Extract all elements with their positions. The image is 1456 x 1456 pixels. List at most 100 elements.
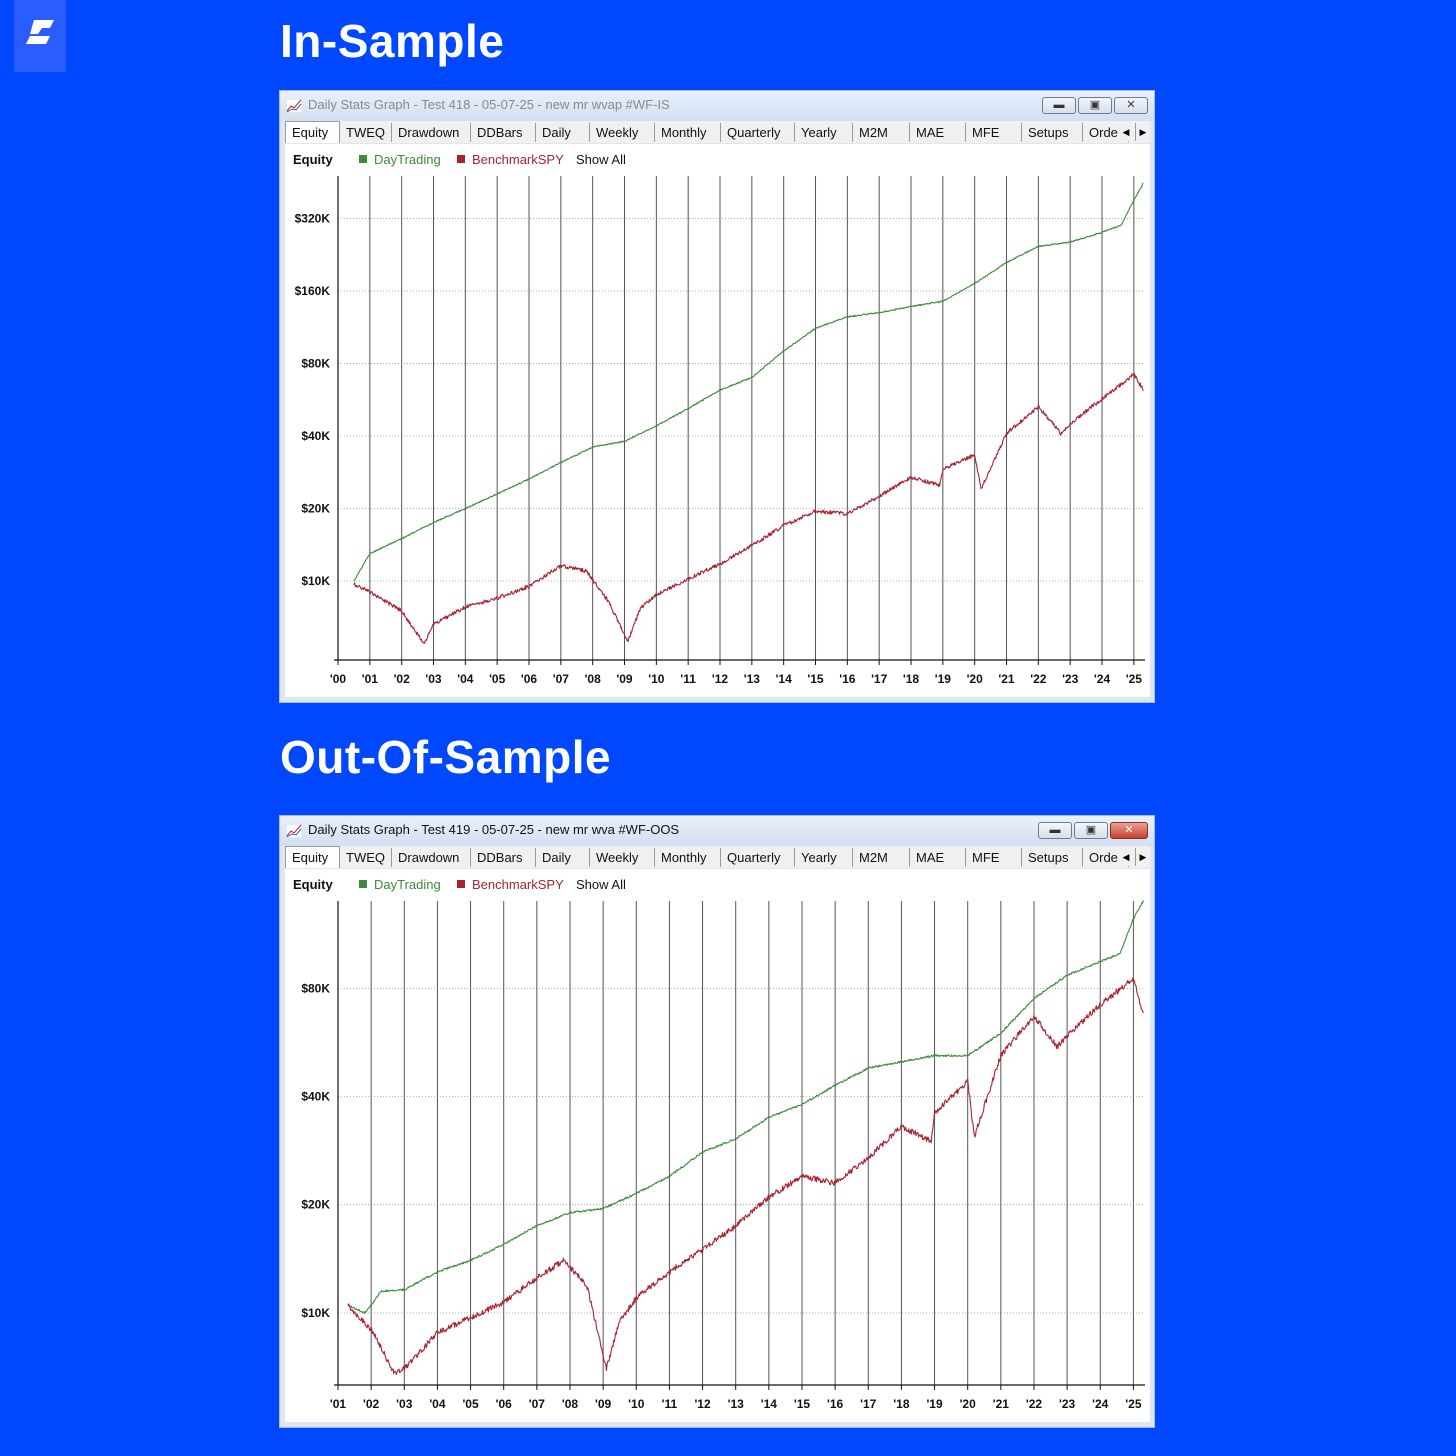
tab-scroll-right-button[interactable]: ▶ <box>1135 123 1150 141</box>
x-tick-label: '03 <box>425 672 442 686</box>
x-tick-label: '18 <box>893 1397 910 1411</box>
tab-mfe[interactable]: MFE <box>966 848 1022 867</box>
x-tick-label: '22 <box>1026 1397 1043 1411</box>
tab-monthly[interactable]: Monthly <box>655 848 721 867</box>
legend-swatch-daytrading <box>359 155 367 163</box>
tab-yearly[interactable]: Yearly <box>795 848 853 867</box>
x-tick-label: '04 <box>457 672 474 686</box>
maximize-button[interactable]: ▣ <box>1078 97 1112 114</box>
x-tick-label: '21 <box>993 1397 1010 1411</box>
x-tick-label: '00 <box>330 672 347 686</box>
series-line-benchmarkspy <box>353 373 1144 644</box>
x-tick-label: '10 <box>648 672 665 686</box>
x-tick-label: '03 <box>396 1397 413 1411</box>
brand-logo <box>14 0 66 72</box>
tab-mfe[interactable]: MFE <box>966 123 1022 142</box>
show-all-link[interactable]: Show All <box>576 152 626 167</box>
close-button[interactable]: ✕ <box>1110 822 1148 839</box>
tab-mae[interactable]: MAE <box>910 123 966 142</box>
window-controls: ▬ ▣ ✕ <box>1038 822 1148 839</box>
x-tick-label: '12 <box>694 1397 711 1411</box>
tab-scroll-left-button[interactable]: ◀ <box>1119 123 1133 141</box>
minimize-button[interactable]: ▬ <box>1042 97 1076 114</box>
tab-quarterly[interactable]: Quarterly <box>721 848 795 867</box>
close-button[interactable]: ✕ <box>1114 97 1148 114</box>
x-tick-label: '09 <box>595 1397 612 1411</box>
maximize-icon: ▣ <box>1089 99 1101 111</box>
tab-setups[interactable]: Setups <box>1022 123 1083 142</box>
y-tick-label: $10K <box>301 574 330 588</box>
tab-weekly[interactable]: Weekly <box>590 848 655 867</box>
y-tick-label: $20K <box>301 1198 330 1212</box>
x-tick-label: '17 <box>871 672 888 686</box>
x-tick-label: '19 <box>926 1397 943 1411</box>
maximize-icon: ▣ <box>1085 824 1097 836</box>
x-tick-label: '19 <box>935 672 952 686</box>
y-tick-label: $20K <box>301 501 330 515</box>
window-controls: ▬ ▣ ✕ <box>1042 97 1148 114</box>
x-tick-label: '02 <box>394 672 411 686</box>
tab-quarterly[interactable]: Quarterly <box>721 123 795 142</box>
tab-tweq[interactable]: TWEQ <box>340 123 392 142</box>
chevron-left-icon: ◀ <box>1122 127 1130 137</box>
series-line-daytrading <box>347 900 1144 1315</box>
x-tick-label: '16 <box>839 672 856 686</box>
x-tick-label: '24 <box>1092 1397 1109 1411</box>
tab-mae[interactable]: MAE <box>910 848 966 867</box>
x-tick-label: '11 <box>662 1397 678 1411</box>
tab-scroll-left-button[interactable]: ◀ <box>1119 848 1133 866</box>
minimize-icon: ▬ <box>1053 99 1065 111</box>
tab-m2m[interactable]: M2M <box>853 848 910 867</box>
maximize-button[interactable]: ▣ <box>1074 822 1108 839</box>
legend-item-daytrading[interactable]: DayTrading <box>374 152 441 167</box>
y-tick-label: $10K <box>301 1306 330 1320</box>
series-line-benchmarkspy <box>347 977 1144 1376</box>
y-tick-label: $40K <box>301 1090 330 1104</box>
tab-monthly[interactable]: Monthly <box>655 123 721 142</box>
tab-strip: Equity TWEQ Drawdown DDBars Daily Weekly Month… <box>285 846 1150 868</box>
tab-daily[interactable]: Daily <box>536 848 590 867</box>
y-tick-label: $80K <box>301 981 330 995</box>
tab-strip: Equity TWEQ Drawdown DDBars Daily Weekly Month… <box>285 121 1150 143</box>
in-sample-window: Daily Stats Graph - Test 418 - 05-07-25 … <box>279 90 1155 703</box>
tab-m2m[interactable]: M2M <box>853 123 910 142</box>
x-tick-label: '21 <box>998 672 1015 686</box>
x-tick-label: '13 <box>744 672 761 686</box>
x-tick-label: '11 <box>680 672 696 686</box>
tab-equity[interactable]: Equity <box>285 121 340 143</box>
chevron-right-icon: ▶ <box>1139 127 1147 137</box>
out-of-sample-window: Daily Stats Graph - Test 419 - 05-07-25 … <box>279 815 1155 1428</box>
tab-drawdown[interactable]: Drawdown <box>392 848 471 867</box>
legend-item-benchmarkspy[interactable]: BenchmarkSPY <box>472 152 564 167</box>
graph-app-icon <box>285 823 303 839</box>
legend-item-benchmarkspy[interactable]: BenchmarkSPY <box>472 877 564 892</box>
tab-scroll-right-button[interactable]: ▶ <box>1135 848 1150 866</box>
tab-ddbars[interactable]: DDBars <box>471 123 536 142</box>
tab-weekly[interactable]: Weekly <box>590 123 655 142</box>
tab-yearly[interactable]: Yearly <box>795 123 853 142</box>
tab-drawdown[interactable]: Drawdown <box>392 123 471 142</box>
tab-setups[interactable]: Setups <box>1022 848 1083 867</box>
minimize-button[interactable]: ▬ <box>1038 822 1072 839</box>
x-tick-label: '17 <box>860 1397 877 1411</box>
minimize-icon: ▬ <box>1049 824 1061 836</box>
window-titlebar[interactable]: Daily Stats Graph - Test 418 - 05-07-25 … <box>280 91 1154 121</box>
y-tick-label: $40K <box>301 429 330 443</box>
window-title: Daily Stats Graph - Test 419 - 05-07-25 … <box>308 822 680 837</box>
x-tick-label: '25 <box>1125 1397 1142 1411</box>
x-tick-label: '22 <box>1030 672 1047 686</box>
legend-item-daytrading[interactable]: DayTrading <box>374 877 441 892</box>
tab-tweq[interactable]: TWEQ <box>340 848 392 867</box>
show-all-link[interactable]: Show All <box>576 877 626 892</box>
tab-equity[interactable]: Equity <box>285 846 340 868</box>
tab-ddbars[interactable]: DDBars <box>471 848 536 867</box>
x-tick-label: '25 <box>1126 672 1143 686</box>
x-tick-label: '06 <box>496 1397 513 1411</box>
x-tick-label: '01 <box>362 672 379 686</box>
equity-chart-svg: Equity DayTrading BenchmarkSPY Show All $10K… <box>293 152 1145 686</box>
y-tick-label: $80K <box>301 356 330 370</box>
legend-title: Equity <box>293 877 333 892</box>
legend-title: Equity <box>293 152 333 167</box>
window-titlebar[interactable]: Daily Stats Graph - Test 419 - 05-07-25 … <box>280 816 1154 846</box>
tab-daily[interactable]: Daily <box>536 123 590 142</box>
